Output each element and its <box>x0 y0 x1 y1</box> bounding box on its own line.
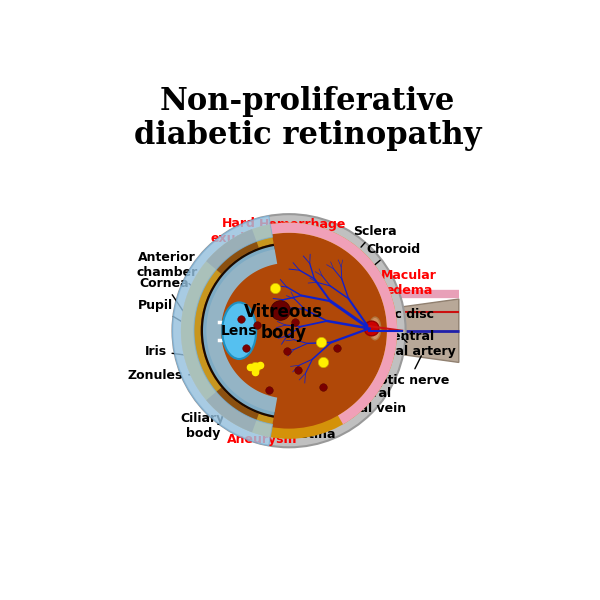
Point <box>241 343 251 352</box>
Text: Optic disc: Optic disc <box>365 308 434 340</box>
Point <box>250 362 260 372</box>
Text: Vitreous
body: Vitreous body <box>244 304 323 342</box>
Ellipse shape <box>370 317 381 340</box>
Point <box>271 283 280 293</box>
Ellipse shape <box>172 214 406 448</box>
Text: Central
retinal vein: Central retinal vein <box>326 367 406 415</box>
Point <box>250 367 260 376</box>
PathPatch shape <box>172 216 272 446</box>
Ellipse shape <box>222 302 256 359</box>
Wedge shape <box>201 244 275 418</box>
Point <box>318 383 328 392</box>
Text: Retina: Retina <box>291 419 337 442</box>
Text: Aneurysm: Aneurysm <box>227 415 297 446</box>
PathPatch shape <box>181 223 397 424</box>
Point <box>282 346 292 356</box>
Text: Macular
edema: Macular edema <box>370 269 437 317</box>
Point <box>264 385 274 394</box>
PathPatch shape <box>181 224 274 437</box>
Wedge shape <box>206 388 259 432</box>
Wedge shape <box>206 229 259 274</box>
Point <box>253 320 262 330</box>
Ellipse shape <box>191 233 387 428</box>
Text: Lens: Lens <box>221 324 257 338</box>
Point <box>290 317 299 326</box>
Text: Hemorrhage: Hemorrhage <box>259 218 346 294</box>
PathPatch shape <box>203 246 277 415</box>
Text: Zonules: Zonules <box>128 370 216 382</box>
Point <box>275 305 285 315</box>
Point <box>293 365 303 375</box>
Text: Central
retinal artery: Central retinal artery <box>362 331 456 358</box>
Text: Pupil: Pupil <box>138 299 199 332</box>
Text: Hard
exudate: Hard exudate <box>211 217 272 283</box>
Point <box>332 343 341 352</box>
Text: Iris: Iris <box>145 344 187 358</box>
Polygon shape <box>393 299 459 362</box>
Text: Optic nerve: Optic nerve <box>368 356 449 387</box>
Text: Ciliary
body: Ciliary body <box>181 407 230 440</box>
Point <box>275 305 285 315</box>
Point <box>316 337 326 347</box>
Point <box>236 314 246 324</box>
Text: Non-proliferative
diabetic retinopathy: Non-proliferative diabetic retinopathy <box>134 86 481 151</box>
Point <box>255 360 265 370</box>
Point <box>318 358 328 367</box>
Text: Cornea: Cornea <box>140 277 190 315</box>
Text: Anterior
chamber: Anterior chamber <box>136 251 205 297</box>
Text: Choroid: Choroid <box>366 243 420 266</box>
Circle shape <box>364 321 379 336</box>
Point <box>245 362 255 372</box>
Ellipse shape <box>181 223 397 439</box>
Text: Sclera: Sclera <box>353 224 397 247</box>
